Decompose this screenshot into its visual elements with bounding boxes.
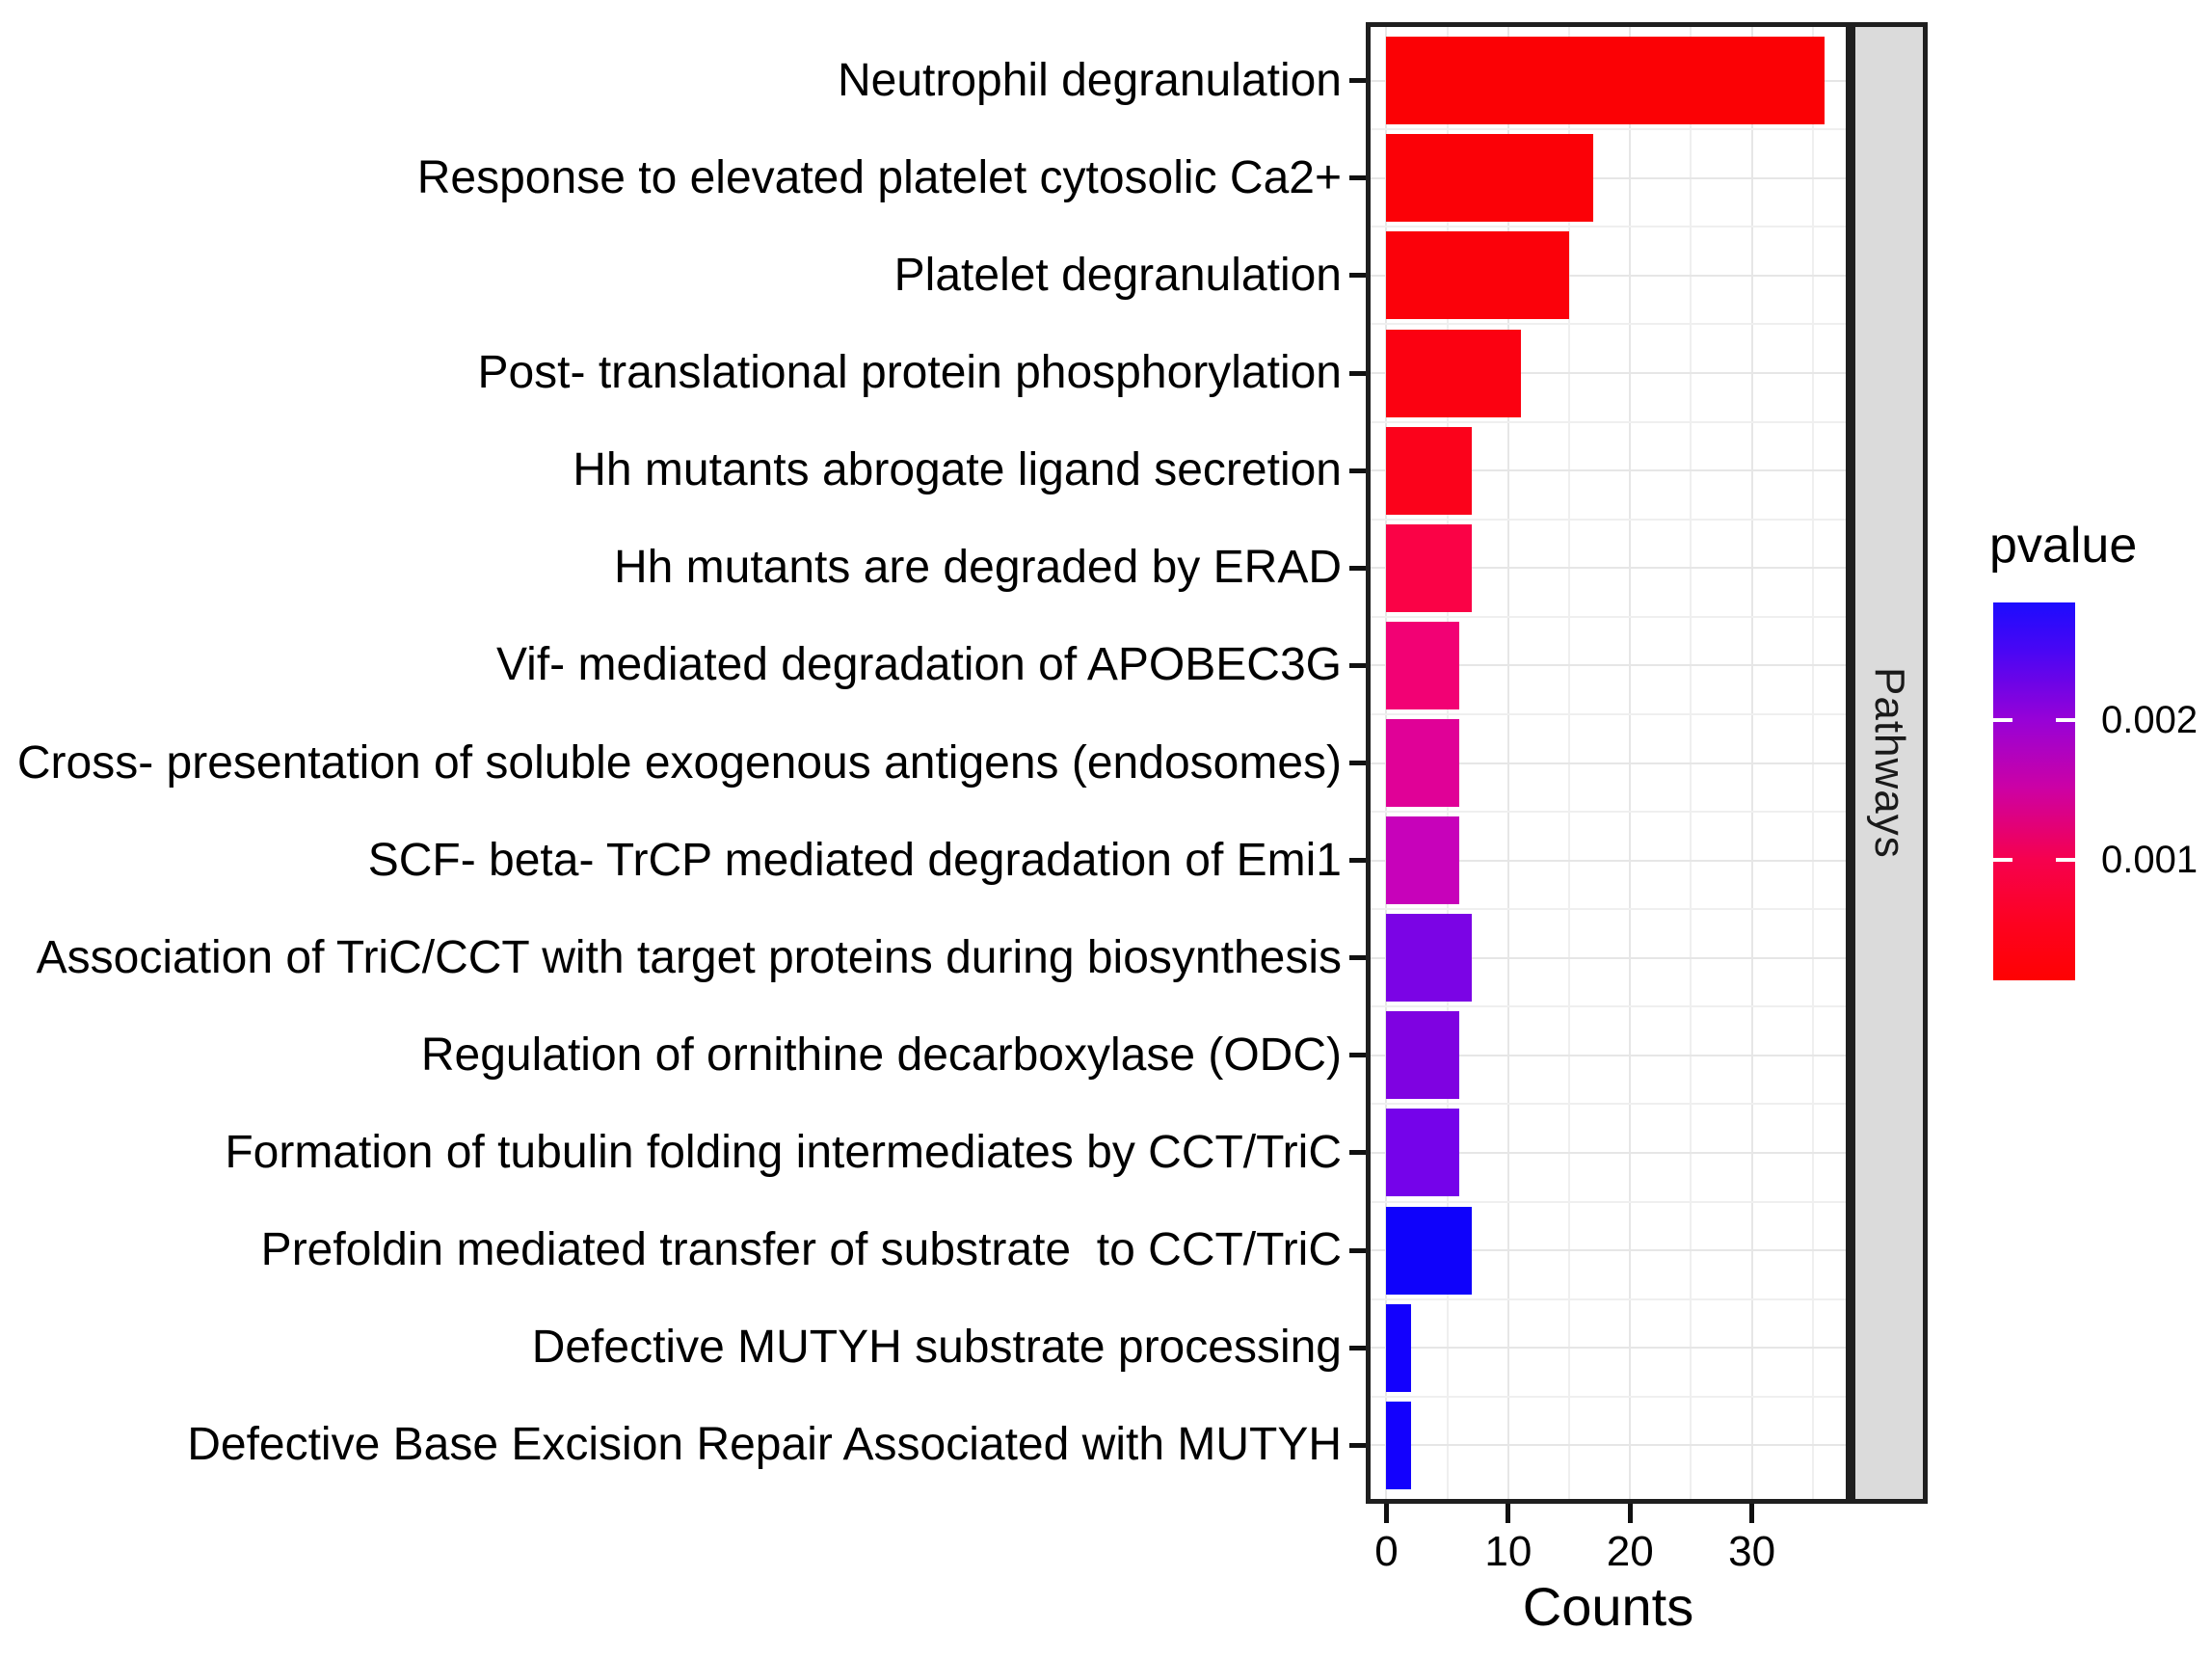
gridline-horizontal-major <box>1366 469 1851 472</box>
y-axis-label: Cross- presentation of soluble exogenous… <box>16 736 1342 789</box>
y-axis-label: Defective Base Excision Repair Associate… <box>187 1419 1342 1471</box>
x-axis-tick-label: 30 <box>1728 1528 1776 1575</box>
bar <box>1386 718 1460 807</box>
bar <box>1386 816 1460 905</box>
gridline-horizontal-major <box>1366 762 1851 764</box>
gridline-horizontal-minor <box>1366 1297 1851 1300</box>
x-axis-tick <box>1383 1504 1389 1523</box>
gridline-horizontal-minor <box>1366 518 1851 521</box>
bar <box>1386 37 1826 125</box>
gridline-horizontal-minor <box>1366 615 1851 618</box>
gridline-horizontal-minor <box>1366 1103 1851 1106</box>
bar <box>1386 231 1570 320</box>
y-axis-label: Defective MUTYH substrate processing <box>531 1322 1342 1374</box>
y-axis-label: SCF- beta- TrCP mediated degradation of … <box>367 834 1342 886</box>
x-axis-tick-label: 20 <box>1606 1528 1654 1575</box>
bar <box>1386 1401 1411 1489</box>
gridline-horizontal-major <box>1366 1444 1851 1447</box>
legend-tick <box>1993 857 2012 862</box>
gridline-horizontal-major <box>1366 274 1851 277</box>
gridline-horizontal-major <box>1366 664 1851 667</box>
y-axis-tick <box>1349 565 1367 571</box>
gridline-horizontal-minor <box>1366 420 1851 423</box>
gridline-horizontal-minor <box>1366 1200 1851 1203</box>
gridline-horizontal-major <box>1366 859 1851 862</box>
y-axis-tick <box>1349 1053 1367 1058</box>
y-axis-tick <box>1349 370 1367 376</box>
y-axis-tick <box>1349 1247 1367 1253</box>
bar <box>1386 329 1521 417</box>
gridline-horizontal-major <box>1366 1249 1851 1252</box>
legend-tick-label: 0.002 <box>2101 698 2199 741</box>
bar <box>1386 134 1594 223</box>
x-axis-tick-label: 0 <box>1374 1528 1399 1575</box>
gridline-horizontal-minor <box>1366 128 1851 131</box>
y-axis-label: Platelet degranulation <box>893 249 1342 301</box>
y-axis-tick <box>1349 78 1367 84</box>
y-axis-label: Hh mutants are degraded by ERAD <box>613 542 1342 594</box>
gridline-horizontal-major <box>1366 176 1851 179</box>
y-axis-label: Association of TriC/CCT with target prot… <box>36 931 1342 983</box>
y-axis-tick <box>1349 273 1367 279</box>
x-axis-tick <box>1627 1504 1633 1523</box>
y-axis-tick <box>1349 761 1367 765</box>
bar <box>1386 1011 1460 1100</box>
legend-tick <box>2056 857 2075 862</box>
x-axis-tick <box>1506 1504 1511 1523</box>
gridline-horizontal-minor <box>1366 712 1851 715</box>
gridline-horizontal-minor <box>1366 226 1851 228</box>
y-axis-label: Hh mutants abrogate ligand secretion <box>573 444 1342 496</box>
y-axis-tick <box>1349 858 1367 864</box>
bar <box>1386 426 1472 515</box>
bar <box>1386 1109 1460 1197</box>
bar <box>1386 1303 1411 1392</box>
legend-tick-label: 0.001 <box>2101 838 2199 881</box>
gridline-horizontal-major <box>1366 1054 1851 1056</box>
gridline-horizontal-major <box>1366 956 1851 959</box>
gridline-horizontal-major <box>1366 1151 1851 1154</box>
gridline-horizontal-minor <box>1366 323 1851 326</box>
y-axis-label: Formation of tubulin folding intermediat… <box>225 1126 1342 1178</box>
y-axis-label: Response to elevated platelet cytosolic … <box>416 151 1342 203</box>
bar <box>1386 914 1472 1003</box>
x-axis-tick <box>1749 1504 1755 1523</box>
y-axis-label: Post- translational protein phosphorylat… <box>477 347 1342 399</box>
gridline-horizontal-minor <box>1366 1395 1851 1398</box>
y-axis-label: Regulation of ornithine decarboxylase (O… <box>420 1029 1342 1081</box>
y-axis-tick <box>1349 955 1367 961</box>
bar <box>1386 621 1460 709</box>
bar <box>1386 1206 1472 1295</box>
gridline-horizontal-major <box>1366 567 1851 570</box>
gridline-horizontal-minor <box>1366 908 1851 911</box>
y-axis-label: Vif- mediated degradation of APOBEC3G <box>496 639 1342 691</box>
y-axis-tick <box>1349 175 1367 181</box>
x-axis-title: Counts <box>1522 1576 1694 1637</box>
legend-title: pvalue <box>1989 518 2138 574</box>
facet-strip-label: Pathways <box>1866 667 1913 859</box>
y-axis-tick <box>1349 1150 1367 1156</box>
x-axis-tick-label: 10 <box>1484 1528 1532 1575</box>
gridline-horizontal-major <box>1366 372 1851 375</box>
legend-tick <box>1993 717 2012 722</box>
gridline-horizontal-minor <box>1366 811 1851 814</box>
y-axis-tick <box>1349 468 1367 473</box>
legend-tick <box>2056 717 2075 722</box>
y-axis-tick <box>1349 662 1367 668</box>
y-axis-tick <box>1349 1345 1367 1350</box>
gridline-horizontal-minor <box>1366 1005 1851 1008</box>
bar <box>1386 523 1472 612</box>
y-axis-label: Neutrophil degranulation <box>837 54 1342 106</box>
gridline-horizontal-major <box>1366 1347 1851 1350</box>
y-axis-tick <box>1349 1442 1367 1448</box>
y-axis-label: Prefoldin mediated transfer of substrate… <box>260 1224 1342 1276</box>
facet-strip: Pathways <box>1851 22 1928 1504</box>
legend-colorbar <box>1993 602 2075 980</box>
